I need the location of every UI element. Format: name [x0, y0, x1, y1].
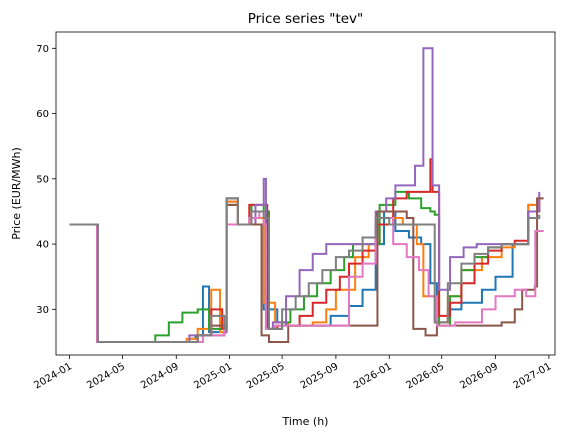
chart-title: Price series "tev" [248, 11, 364, 27]
x-axis-label: Time (h) [282, 415, 329, 428]
x-tick-label-5: 2025-09 [299, 361, 341, 391]
x-tick-label-3: 2025-01 [192, 361, 234, 391]
y-tick-label-0: 30 [36, 305, 49, 316]
series-line-8 [69, 197, 541, 343]
x-tick-label-2: 2024-09 [139, 361, 181, 391]
series-line-1 [69, 200, 540, 343]
x-tick-label-4: 2025-05 [245, 361, 287, 391]
x-tick-label-0: 2024-01 [32, 361, 74, 391]
x-axis-ticks: 2024-01 2024-05 2024-09 2025-01 2025-05 2025-… [32, 355, 553, 391]
x-tick-label-1: 2024-05 [85, 361, 127, 391]
x-tick-label-6: 2026-01 [352, 361, 394, 391]
x-tick-label-9: 2027-01 [512, 361, 554, 391]
series-line-7 [69, 210, 544, 343]
y-tick-label-3: 60 [36, 109, 49, 120]
y-axis-label: Price (EUR/MWh) [10, 147, 23, 240]
y-tick-label-1: 40 [36, 240, 49, 251]
x-tick-label-8: 2026-09 [458, 361, 500, 391]
y-tick-label-2: 50 [36, 174, 49, 185]
series-line-3 [69, 190, 541, 343]
series-layer [69, 47, 544, 343]
plot-frame [55, 31, 556, 356]
y-axis-ticks: 30 40 50 60 70 [36, 44, 56, 316]
x-tick-label-7: 2026-05 [405, 361, 447, 391]
series-line-4 [69, 158, 541, 343]
y-tick-label-4: 70 [36, 44, 49, 55]
